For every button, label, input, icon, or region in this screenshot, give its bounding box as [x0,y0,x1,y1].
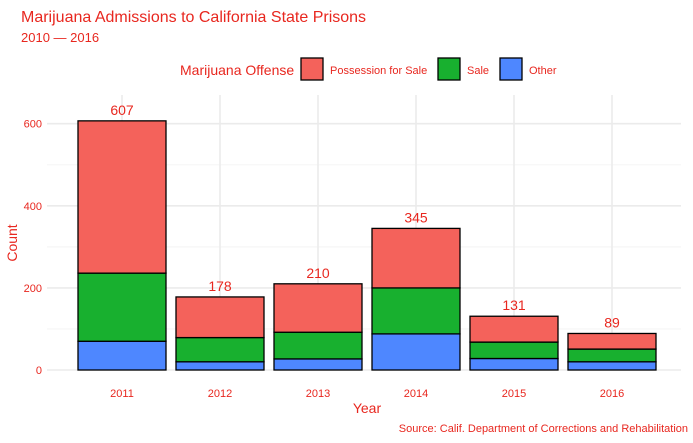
legend-label: Possession for Sale [330,65,427,77]
bar-other-2014 [371,333,461,371]
bar-possession-for-sale-2011 [77,120,167,274]
legend-label: Sale [467,65,489,77]
y-tick-label: 600 [24,119,42,131]
total-label: 89 [604,314,620,330]
total-label: 178 [208,278,232,294]
bar-possession-for-sale-2014 [371,227,461,289]
total-label: 345 [404,209,428,225]
chart-subtitle: 2010 — 2016 [21,30,99,45]
y-axis-title: Count [4,224,20,261]
x-tick-label: 2011 [110,388,134,400]
x-tick-label: 2014 [404,388,428,400]
bar-sale-2015 [469,341,559,360]
bar-sale-2012 [175,336,265,363]
x-tick-label: 2013 [306,388,330,400]
total-labels: 607 178 210 345 131 89 [110,102,620,331]
x-axis-ticks: 2011 2012 2013 2014 2015 2016 [110,388,624,400]
bar-sale-2013 [273,331,363,360]
legend-key-other [499,57,523,81]
x-tick-label: 2015 [502,388,526,400]
legend: Marijuana Offense Possession for Sale Sal… [180,57,557,81]
caption: Source: Calif. Department of Corrections… [399,423,688,435]
legend-key-sale [437,57,461,81]
legend-title: Marijuana Offense [180,62,294,78]
bar-other-2015 [469,357,559,371]
legend-label: Other [529,65,557,77]
chart-title: Marijuana Admissions to California State… [21,9,366,26]
bar-sale-2011 [77,272,167,342]
total-label: 131 [502,297,526,313]
bar-other-2013 [273,358,363,371]
y-axis-ticks: 0 200 400 600 [24,119,42,377]
bar-possession-for-sale-2013 [273,283,363,333]
total-label: 607 [110,102,134,118]
x-tick-label: 2016 [600,388,624,400]
x-axis-title: Year [353,400,382,416]
bar-sale-2014 [371,287,461,335]
x-tick-label: 2012 [208,388,232,400]
bar-possession-for-sale-2015 [469,315,559,343]
y-tick-label: 0 [36,365,42,377]
bar-possession-for-sale-2012 [175,296,265,339]
bars [77,120,657,371]
total-label: 210 [306,265,330,281]
bar-sale-2016 [567,348,657,363]
bar-other-2016 [567,361,657,371]
bar-possession-for-sale-2016 [567,332,657,350]
y-tick-label: 400 [24,201,42,213]
bar-other-2012 [175,361,265,371]
legend-key-possession-for-sale [300,57,324,81]
y-tick-label: 200 [24,283,42,295]
bar-other-2011 [77,340,167,371]
